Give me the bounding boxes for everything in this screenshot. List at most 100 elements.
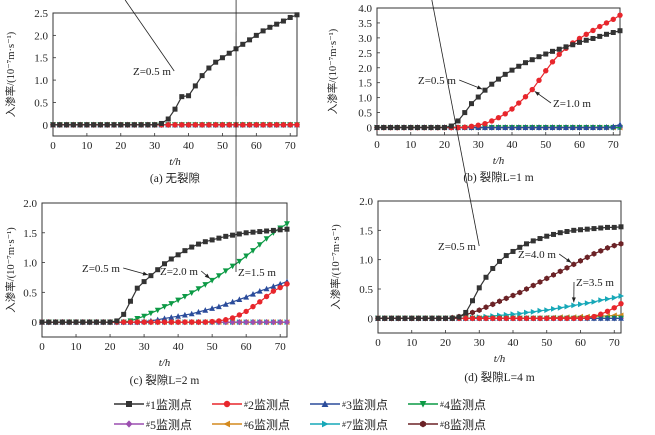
y-tick-label: 0.5 xyxy=(358,108,372,120)
data-point-1 xyxy=(230,232,236,238)
data-point-2 xyxy=(502,111,508,117)
data-point-1 xyxy=(202,239,208,245)
data-point-2 xyxy=(270,288,277,294)
data-point-1 xyxy=(442,125,447,131)
data-point-2 xyxy=(212,122,219,128)
data-point-4 xyxy=(148,310,154,317)
data-point-2 xyxy=(610,16,616,23)
data-point-3 xyxy=(610,123,617,130)
data-point-7 xyxy=(598,297,604,303)
data-point-3 xyxy=(161,315,168,321)
x-tick-label: 0 xyxy=(50,140,56,152)
data-point-2 xyxy=(148,319,154,325)
x-tick-label: 50 xyxy=(207,341,219,353)
data-point-1 xyxy=(236,231,242,237)
data-point-2 xyxy=(583,31,589,37)
data-point-5 xyxy=(284,319,290,326)
data-point-8 xyxy=(605,245,610,251)
legend-item-6: #6监测点 xyxy=(210,416,308,433)
data-point-7 xyxy=(557,304,564,311)
data-point-1 xyxy=(388,125,393,131)
data-point-1 xyxy=(409,315,415,321)
data-point-1 xyxy=(605,224,610,230)
data-point-3 xyxy=(549,124,556,130)
data-point-1 xyxy=(564,229,570,235)
legend-prefix: # xyxy=(440,419,444,429)
data-point-3 xyxy=(229,298,236,305)
x-tick-label: 30 xyxy=(139,341,151,353)
panel-caption: (a) 无裂隙 xyxy=(150,171,201,185)
data-point-2 xyxy=(179,122,185,128)
data-point-1 xyxy=(84,122,90,128)
data-point-8 xyxy=(530,282,536,289)
data-point-4 xyxy=(209,277,215,284)
data-point-1 xyxy=(219,55,225,61)
data-point-1 xyxy=(158,120,164,126)
data-point-3 xyxy=(583,124,590,130)
data-point-8 xyxy=(551,272,556,278)
data-point-1 xyxy=(489,81,495,87)
data-point-1 xyxy=(496,76,501,82)
data-point-1 xyxy=(267,24,273,30)
data-point-1 xyxy=(551,231,556,237)
data-point-2 xyxy=(468,123,475,130)
data-point-8 xyxy=(476,307,482,313)
data-point-8 xyxy=(557,268,563,275)
x-axis-label: t/h xyxy=(159,357,171,369)
x-tick-label: 20 xyxy=(439,139,451,151)
legend-swatch-8 xyxy=(408,420,438,428)
data-point-1 xyxy=(121,311,127,317)
data-point-8 xyxy=(470,309,475,316)
data-point-3 xyxy=(168,314,175,320)
data-point-2 xyxy=(216,318,222,324)
data-point-2 xyxy=(273,122,280,128)
x-tick-label: 60 xyxy=(574,139,586,151)
data-point-1 xyxy=(284,226,290,232)
data-point-3 xyxy=(188,310,195,317)
data-point-8 xyxy=(564,265,570,271)
data-point-3 xyxy=(222,301,229,307)
data-point-7 xyxy=(544,307,550,313)
series-line-2 xyxy=(377,14,621,129)
data-point-1 xyxy=(395,315,401,321)
data-point-2 xyxy=(476,315,482,322)
data-point-2 xyxy=(489,118,495,124)
legend-label: 5监测点 xyxy=(150,417,193,432)
data-point-4 xyxy=(284,221,290,227)
series-2 xyxy=(374,12,623,131)
x-tick-label: 60 xyxy=(251,140,263,152)
data-point-1 xyxy=(416,315,421,321)
annotation-arrowhead xyxy=(476,85,483,90)
data-point-1 xyxy=(152,122,158,128)
data-point-2 xyxy=(576,35,583,42)
data-point-7 xyxy=(605,296,611,302)
data-point-2 xyxy=(590,27,596,34)
data-point-2 xyxy=(543,68,549,74)
data-point-1 xyxy=(428,125,434,131)
data-point-1 xyxy=(408,125,414,131)
data-point-8 xyxy=(497,298,502,305)
legend-label: 6监测点 xyxy=(248,417,291,432)
data-point-1 xyxy=(53,319,59,325)
data-point-1 xyxy=(611,224,617,230)
y-tick-label: 1.0 xyxy=(23,258,37,270)
data-point-2 xyxy=(509,106,515,112)
y-tick-label: 0 xyxy=(32,317,38,329)
data-point-3 xyxy=(175,313,181,319)
data-point-4 xyxy=(134,316,141,322)
data-point-2 xyxy=(544,315,550,322)
annotation-arrow xyxy=(431,0,480,247)
data-point-2 xyxy=(134,319,140,325)
x-tick-label: 70 xyxy=(609,337,621,349)
legend-swatch-4 xyxy=(408,401,438,408)
x-tick-label: 10 xyxy=(405,139,417,151)
data-point-2 xyxy=(223,317,229,323)
data-point-2 xyxy=(584,315,590,321)
data-point-2 xyxy=(604,308,611,314)
legend-prefix: # xyxy=(146,419,150,429)
legend-marker-2 xyxy=(223,400,231,408)
data-point-1 xyxy=(155,267,161,273)
data-point-8 xyxy=(524,286,529,292)
data-point-1 xyxy=(502,71,508,77)
data-point-1 xyxy=(583,37,589,43)
